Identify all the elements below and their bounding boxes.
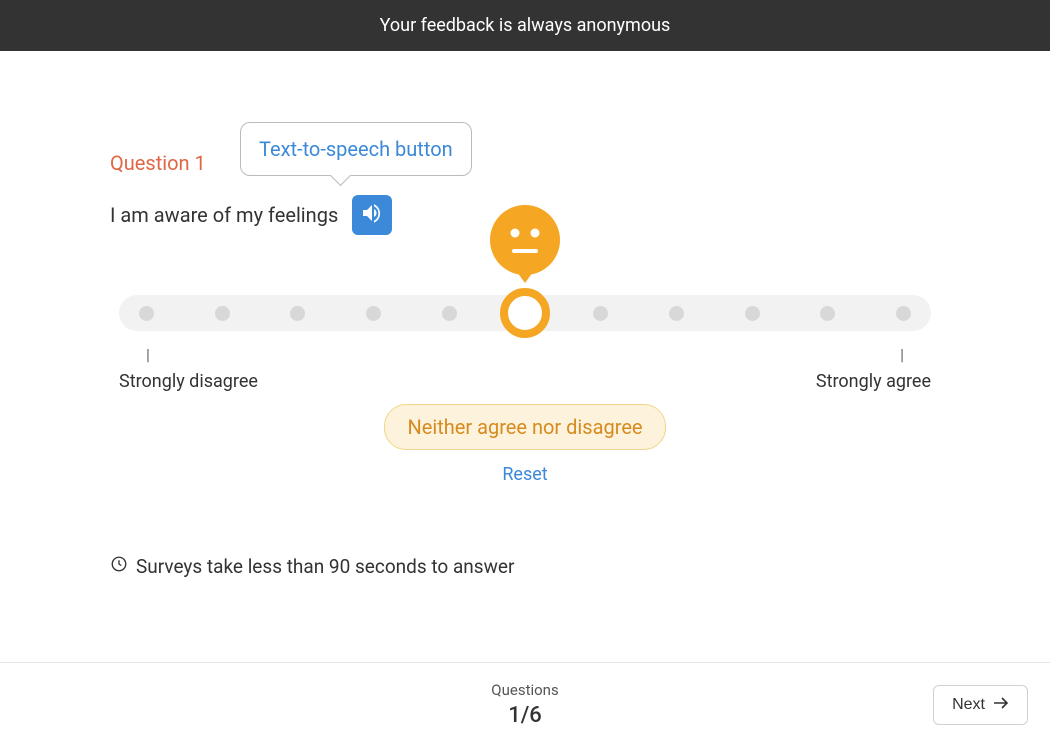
current-value-badge: Neither agree nor disagree	[384, 404, 665, 450]
scale-mark-right: |	[900, 345, 904, 364]
slider-emoji-indicator	[490, 205, 560, 283]
survey-duration-info: Surveys take less than 90 seconds to ans…	[110, 555, 940, 578]
info-text: Surveys take less than 90 seconds to ans…	[136, 555, 514, 578]
volume-icon	[360, 201, 384, 229]
slider-tick-8[interactable]	[745, 306, 760, 321]
question-number-label: Question 1	[110, 151, 940, 175]
progress-count: 1/6	[491, 703, 558, 728]
question-text: I am aware of my feelings	[110, 203, 338, 227]
scale-marks: | |	[119, 345, 931, 365]
slider-tick-1[interactable]	[215, 306, 230, 321]
slider-tick-3[interactable]	[366, 306, 381, 321]
current-value-text: Neither agree nor disagree	[407, 415, 642, 439]
survey-content: Question 1 I am aware of my feelings	[0, 51, 1050, 578]
anonymity-banner: Your feedback is always anonymous	[0, 0, 1050, 51]
scale-left-label: Strongly disagree	[119, 371, 258, 392]
next-button-label: Next	[952, 696, 985, 714]
slider-tick-2[interactable]	[290, 306, 305, 321]
slider-tick-9[interactable]	[820, 306, 835, 321]
next-button[interactable]: Next	[933, 685, 1028, 725]
reset-button[interactable]: Reset	[119, 464, 931, 485]
slider-thumb[interactable]	[500, 288, 550, 338]
banner-text: Your feedback is always anonymous	[380, 15, 671, 36]
slider-tick-4[interactable]	[442, 306, 457, 321]
likert-slider: | | Strongly disagree Strongly agree Nei…	[119, 295, 931, 485]
slider-tick-0[interactable]	[139, 306, 154, 321]
progress-label: Questions	[491, 681, 558, 699]
clock-icon	[110, 555, 128, 578]
progress-indicator: Questions 1/6	[491, 681, 558, 728]
slider-tick-7[interactable]	[669, 306, 684, 321]
slider-track[interactable]	[119, 295, 931, 331]
scale-endpoint-labels: Strongly disagree Strongly agree	[119, 371, 931, 392]
slider-tick-10[interactable]	[896, 306, 911, 321]
slider-tick-6[interactable]	[593, 306, 608, 321]
footer-bar: Questions 1/6 Next	[0, 662, 1050, 746]
scale-right-label: Strongly agree	[816, 371, 931, 392]
scale-mark-left: |	[146, 345, 150, 364]
text-to-speech-button[interactable]	[352, 195, 392, 235]
arrow-right-icon	[993, 696, 1009, 714]
